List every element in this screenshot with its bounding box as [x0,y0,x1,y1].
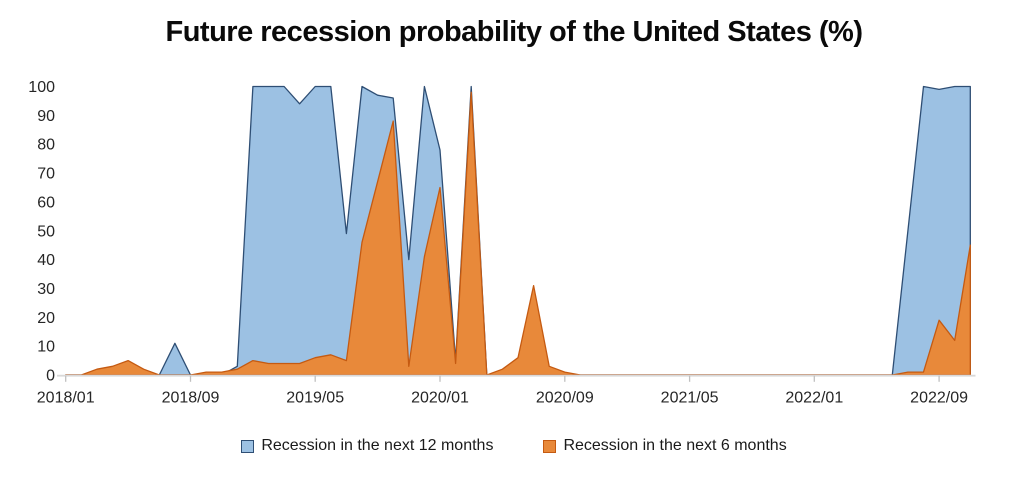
legend-item-12-months: Recession in the next 12 months [241,437,493,455]
y-tick-label: 0 [46,368,55,385]
y-tick-label: 100 [28,79,55,96]
legend-swatch-12-months-icon [241,439,255,453]
y-tick-label: 80 [37,137,55,154]
x-tick-label: 2020/09 [536,389,594,406]
y-tick-label: 70 [37,166,55,183]
series-area-next-12-months [65,85,971,376]
legend-swatch-6-months-icon [543,439,557,453]
y-tick-label: 40 [37,252,55,269]
y-tick-label: 50 [37,223,55,240]
x-tick-label: 2021/05 [661,389,719,406]
x-tick-label: 2022/01 [785,389,843,406]
series-area-next-6-months [65,91,971,376]
y-tick-label: 30 [37,281,55,298]
x-tick-label: 2018/09 [162,389,220,406]
y-tick-label: 10 [37,339,55,356]
x-tick-label: 2020/01 [411,389,469,406]
y-tick-label: 20 [37,310,55,327]
x-tick-label: 2018/01 [37,389,95,406]
x-tick-label: 2022/09 [910,389,968,406]
y-tick-label: 60 [37,194,55,211]
chart-legend: Recession in the next 12 months Recessio… [0,437,1028,455]
y-tick-label: 90 [37,108,55,125]
legend-item-6-months: Recession in the next 6 months [543,437,787,455]
legend-label-6-months: Recession in the next 6 months [563,437,787,454]
chart-title: Future recession probability of the Unit… [165,16,864,48]
legend-label-12-months: Recession in the next 12 months [261,437,494,454]
x-tick-label: 2019/05 [286,389,344,406]
